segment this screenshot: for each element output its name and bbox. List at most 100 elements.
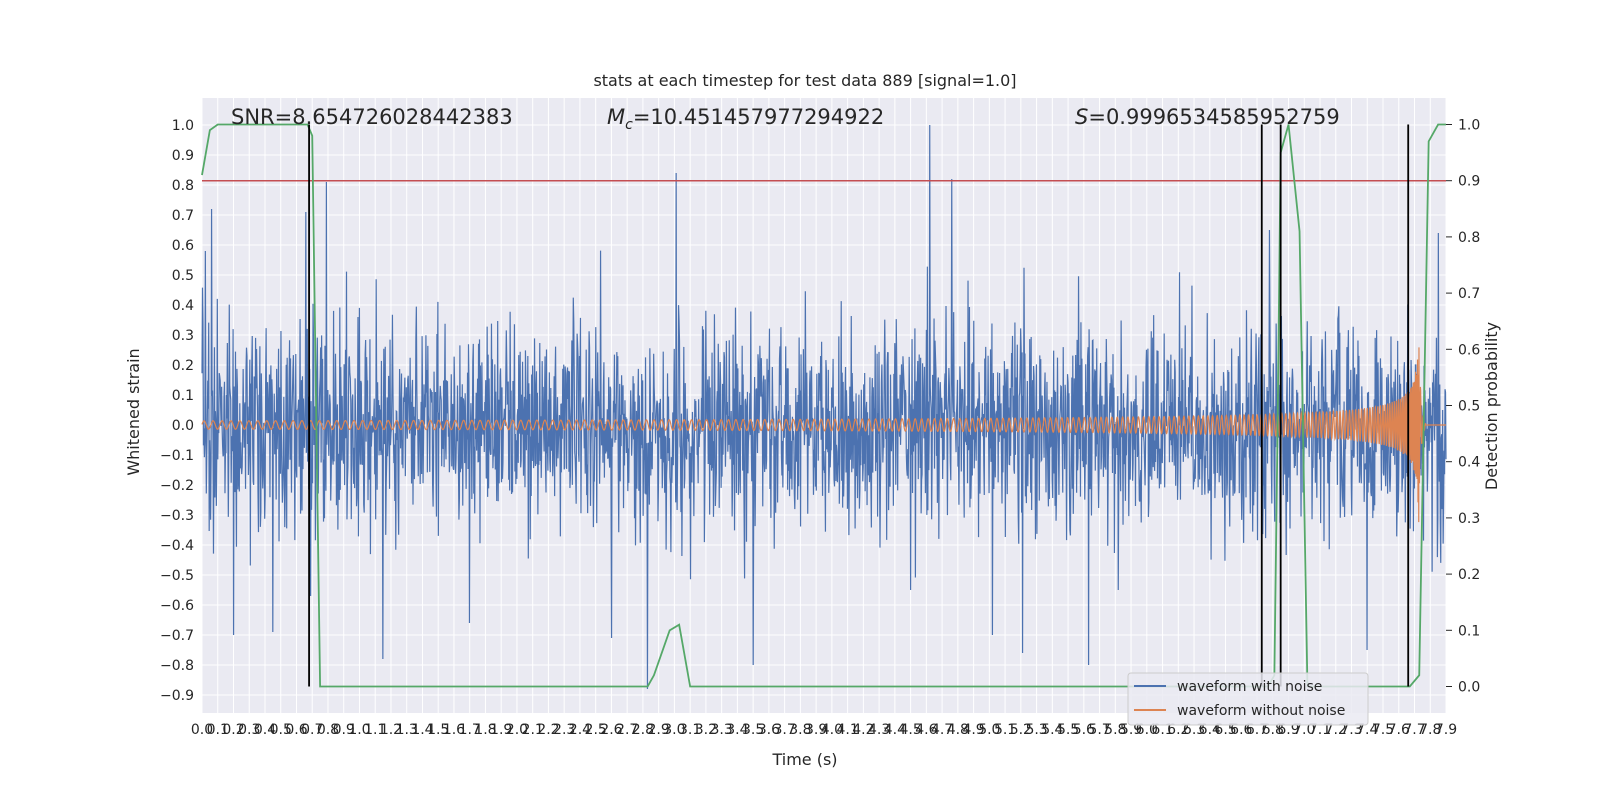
plot-series-layer: [201, 123, 1447, 690]
x-tick-label: 3.5: [742, 722, 764, 738]
x-tick-label: 5.1: [994, 722, 1016, 738]
x-tick-label: 1.9: [490, 722, 512, 738]
x-tick-label: 6.8: [1262, 722, 1284, 738]
x-tick-label: 5.2: [1010, 722, 1032, 738]
x-tick-label: 5.8: [1104, 722, 1126, 738]
x-tick-label: 1.8: [474, 722, 496, 738]
y-tick-label-left: −0.2: [160, 478, 194, 494]
x-tick-label: 6.6: [1230, 722, 1252, 738]
x-tick-label: 6.3: [1183, 722, 1205, 738]
y-tick-label-left: 0.3: [172, 328, 194, 344]
y-tick-label-left: 0.8: [172, 178, 194, 194]
x-tick-label: 4.9: [962, 722, 984, 738]
y-tick-label-left: 0.2: [172, 358, 194, 374]
legend-label-noisy: waveform with noise: [1177, 679, 1322, 695]
x-tick-label: 1.5: [427, 722, 449, 738]
y-tick-label-left: −0.8: [160, 658, 194, 674]
y-tick-label-right: 0.0: [1458, 680, 1480, 696]
y-tick-label-left: 0.4: [172, 298, 194, 314]
y-axis-right-label: Detection probability: [1482, 322, 1501, 490]
x-tick-label: 4.7: [931, 722, 953, 738]
x-tick-label: 6.9: [1277, 722, 1299, 738]
x-tick-label: 5.0: [978, 722, 1000, 738]
x-tick-label: 6.0: [1136, 722, 1158, 738]
x-tick-label: 0.4: [254, 722, 276, 738]
x-tick-label: 0.8: [317, 722, 339, 738]
chart-title: stats at each timestep for test data 889…: [593, 71, 1016, 90]
y-tick-label-left: −0.7: [160, 628, 194, 644]
x-tick-label: 4.6: [915, 722, 937, 738]
x-tick-label: 4.3: [868, 722, 890, 738]
x-axis-ticks: 0.00.10.20.30.40.50.60.70.80.91.01.11.21…: [191, 722, 1457, 738]
x-tick-label: 2.7: [616, 722, 638, 738]
x-tick-label: 5.9: [1120, 722, 1142, 738]
x-tick-label: 0.1: [207, 722, 229, 738]
x-tick-label: 2.3: [553, 722, 575, 738]
legend: waveform with noise waveform without noi…: [1127, 672, 1369, 726]
x-tick-label: 2.6: [600, 722, 622, 738]
x-tick-label: 5.5: [1057, 722, 1079, 738]
x-tick-label: 5.6: [1073, 722, 1095, 738]
x-tick-label: 1.1: [364, 722, 386, 738]
x-tick-label: 3.9: [805, 722, 827, 738]
y-tick-label-left: 0.6: [172, 238, 194, 254]
x-tick-label: 7.1: [1309, 722, 1331, 738]
y-tick-label-right: 0.3: [1458, 511, 1480, 527]
x-tick-label: 1.7: [459, 722, 481, 738]
x-tick-label: 5.7: [1088, 722, 1110, 738]
x-tick-label: 5.3: [1025, 722, 1047, 738]
x-tick-label: 2.0: [506, 722, 528, 738]
x-tick-label: 2.9: [648, 722, 670, 738]
y-tick-label-right: 0.5: [1458, 399, 1480, 415]
series-detection-probability: [201, 123, 1446, 688]
x-tick-label: 4.5: [899, 722, 921, 738]
x-tick-label: 6.1: [1151, 722, 1173, 738]
x-tick-label: 1.6: [443, 722, 465, 738]
y-tick-label-left: 0.9: [172, 148, 194, 164]
x-tick-label: 2.4: [569, 722, 591, 738]
y-tick-label-left: −0.3: [160, 508, 194, 524]
y-tick-label-left: −0.6: [160, 598, 194, 614]
x-tick-label: 6.2: [1167, 722, 1189, 738]
chirp-mass-annotation: Mc=10.451457977294922: [607, 105, 884, 133]
x-axis-label: Time (s): [771, 750, 837, 769]
y-tick-label-right: 0.8: [1458, 230, 1480, 246]
detection-score-annotation: S=0.9996534585952759: [1075, 105, 1340, 129]
x-tick-label: 7.7: [1403, 722, 1425, 738]
y-tick-label-right: 0.6: [1458, 342, 1480, 358]
snr-annotation: SNR=8.654726028442383: [231, 105, 513, 129]
x-tick-label: 4.2: [852, 722, 874, 738]
x-tick-label: 3.0: [663, 722, 685, 738]
y-tick-label-left: 0.0: [172, 418, 194, 434]
y-tick-label-right: 0.4: [1458, 455, 1480, 471]
y-tick-label-right: 0.2: [1458, 567, 1480, 583]
legend-box: [1127, 672, 1369, 726]
x-tick-label: 1.2: [380, 722, 402, 738]
y-tick-label-left: −0.1: [160, 448, 194, 464]
y-tick-label-left: 1.0: [172, 118, 194, 134]
x-tick-label: 3.7: [774, 722, 796, 738]
x-tick-label: 7.2: [1325, 722, 1347, 738]
y-tick-label-left: −0.9: [160, 688, 194, 704]
x-tick-label: 7.4: [1356, 722, 1378, 738]
y-tick-label-left: −0.5: [160, 568, 194, 584]
x-tick-label: 0.2: [222, 722, 244, 738]
score-value: =0.9996534585952759: [1088, 105, 1339, 129]
x-tick-label: 4.1: [836, 722, 858, 738]
x-tick-label: 7.9: [1435, 722, 1457, 738]
legend-label-clean: waveform without noise: [1177, 703, 1345, 719]
x-tick-label: 1.0: [348, 722, 370, 738]
x-tick-label: 4.0: [821, 722, 843, 738]
chirp-mass-value: =10.451457977294922: [633, 105, 884, 129]
chirp-mass-symbol: M: [607, 105, 625, 129]
x-tick-label: 3.8: [789, 722, 811, 738]
y-tick-label-right: 0.1: [1458, 623, 1480, 639]
y-tick-label-left: 0.5: [172, 268, 194, 284]
x-tick-label: 1.3: [396, 722, 418, 738]
x-tick-label: 1.4: [411, 722, 433, 738]
y-tick-label-left: 0.1: [172, 388, 194, 404]
x-tick-label: 0.7: [301, 722, 323, 738]
x-tick-label: 0.5: [270, 722, 292, 738]
x-tick-label: 3.3: [711, 722, 733, 738]
x-tick-label: 7.8: [1419, 722, 1441, 738]
